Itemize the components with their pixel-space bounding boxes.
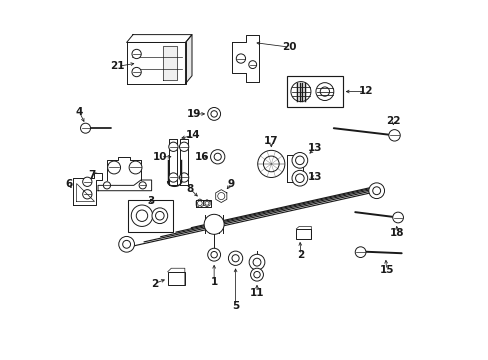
Polygon shape xyxy=(180,139,188,185)
Circle shape xyxy=(136,210,147,221)
Text: 13: 13 xyxy=(307,172,322,182)
Text: 7: 7 xyxy=(88,170,95,180)
Circle shape xyxy=(250,268,263,281)
Polygon shape xyxy=(73,173,102,205)
Text: 6: 6 xyxy=(65,179,72,189)
Circle shape xyxy=(207,108,220,120)
Text: 16: 16 xyxy=(195,152,209,162)
Bar xyxy=(167,272,184,285)
Circle shape xyxy=(257,150,285,177)
Circle shape xyxy=(107,161,121,174)
Polygon shape xyxy=(163,46,176,80)
Circle shape xyxy=(392,212,403,223)
Circle shape xyxy=(291,170,307,186)
Polygon shape xyxy=(107,157,141,180)
Text: 9: 9 xyxy=(227,179,234,189)
Polygon shape xyxy=(215,190,226,203)
Circle shape xyxy=(129,161,142,174)
Polygon shape xyxy=(196,200,210,207)
Text: 22: 22 xyxy=(386,116,400,126)
Circle shape xyxy=(236,54,245,63)
Text: 19: 19 xyxy=(187,109,201,119)
Circle shape xyxy=(248,61,256,68)
Text: 12: 12 xyxy=(358,86,372,96)
Text: 15: 15 xyxy=(379,265,393,275)
Bar xyxy=(287,76,342,107)
Text: 3: 3 xyxy=(146,197,154,206)
Circle shape xyxy=(210,252,217,258)
Circle shape xyxy=(179,142,188,152)
Text: 20: 20 xyxy=(281,42,296,52)
Circle shape xyxy=(388,130,400,141)
Circle shape xyxy=(295,156,304,165)
Circle shape xyxy=(210,111,217,117)
Circle shape xyxy=(81,123,90,133)
Circle shape xyxy=(231,255,239,262)
Circle shape xyxy=(295,174,304,183)
Circle shape xyxy=(214,153,221,160)
Text: 17: 17 xyxy=(264,136,278,147)
Polygon shape xyxy=(126,35,192,42)
Circle shape xyxy=(290,82,310,102)
Circle shape xyxy=(168,173,178,182)
Text: 18: 18 xyxy=(389,228,404,238)
Polygon shape xyxy=(203,200,210,207)
Polygon shape xyxy=(196,199,203,207)
Polygon shape xyxy=(231,35,258,82)
Circle shape xyxy=(155,211,164,220)
Circle shape xyxy=(291,153,307,168)
Circle shape xyxy=(179,173,188,182)
Circle shape xyxy=(253,271,260,278)
Circle shape xyxy=(132,49,141,59)
Circle shape xyxy=(122,240,130,248)
Circle shape xyxy=(82,190,92,199)
Text: 1: 1 xyxy=(210,277,217,287)
Text: 11: 11 xyxy=(249,288,264,297)
Circle shape xyxy=(320,87,329,96)
Text: 2: 2 xyxy=(150,279,158,289)
Text: 5: 5 xyxy=(231,301,239,311)
Text: 14: 14 xyxy=(185,130,200,140)
Polygon shape xyxy=(126,42,185,84)
Circle shape xyxy=(210,150,224,164)
Text: 4: 4 xyxy=(76,107,83,117)
Circle shape xyxy=(372,187,380,195)
Text: 13: 13 xyxy=(307,143,322,153)
Circle shape xyxy=(217,193,224,199)
Circle shape xyxy=(263,156,279,172)
Circle shape xyxy=(119,237,134,252)
Circle shape xyxy=(315,83,333,100)
Text: 10: 10 xyxy=(153,152,167,162)
Polygon shape xyxy=(98,180,151,191)
Bar xyxy=(296,229,311,239)
Circle shape xyxy=(131,205,152,226)
Text: 8: 8 xyxy=(186,184,193,194)
Circle shape xyxy=(207,248,220,261)
Circle shape xyxy=(139,182,146,189)
Circle shape xyxy=(248,254,264,270)
Circle shape xyxy=(204,201,208,205)
Polygon shape xyxy=(286,155,302,182)
Circle shape xyxy=(197,201,202,206)
Circle shape xyxy=(354,247,365,257)
Circle shape xyxy=(253,258,261,266)
Text: 2: 2 xyxy=(297,250,304,260)
Polygon shape xyxy=(185,35,192,84)
Circle shape xyxy=(168,142,178,152)
Circle shape xyxy=(152,208,167,224)
Circle shape xyxy=(132,67,141,77)
Circle shape xyxy=(103,182,110,189)
Text: 21: 21 xyxy=(110,62,124,71)
Polygon shape xyxy=(169,139,177,185)
Circle shape xyxy=(368,183,384,199)
Circle shape xyxy=(203,214,224,234)
Bar xyxy=(128,200,173,232)
Circle shape xyxy=(82,177,92,186)
Circle shape xyxy=(228,251,242,265)
